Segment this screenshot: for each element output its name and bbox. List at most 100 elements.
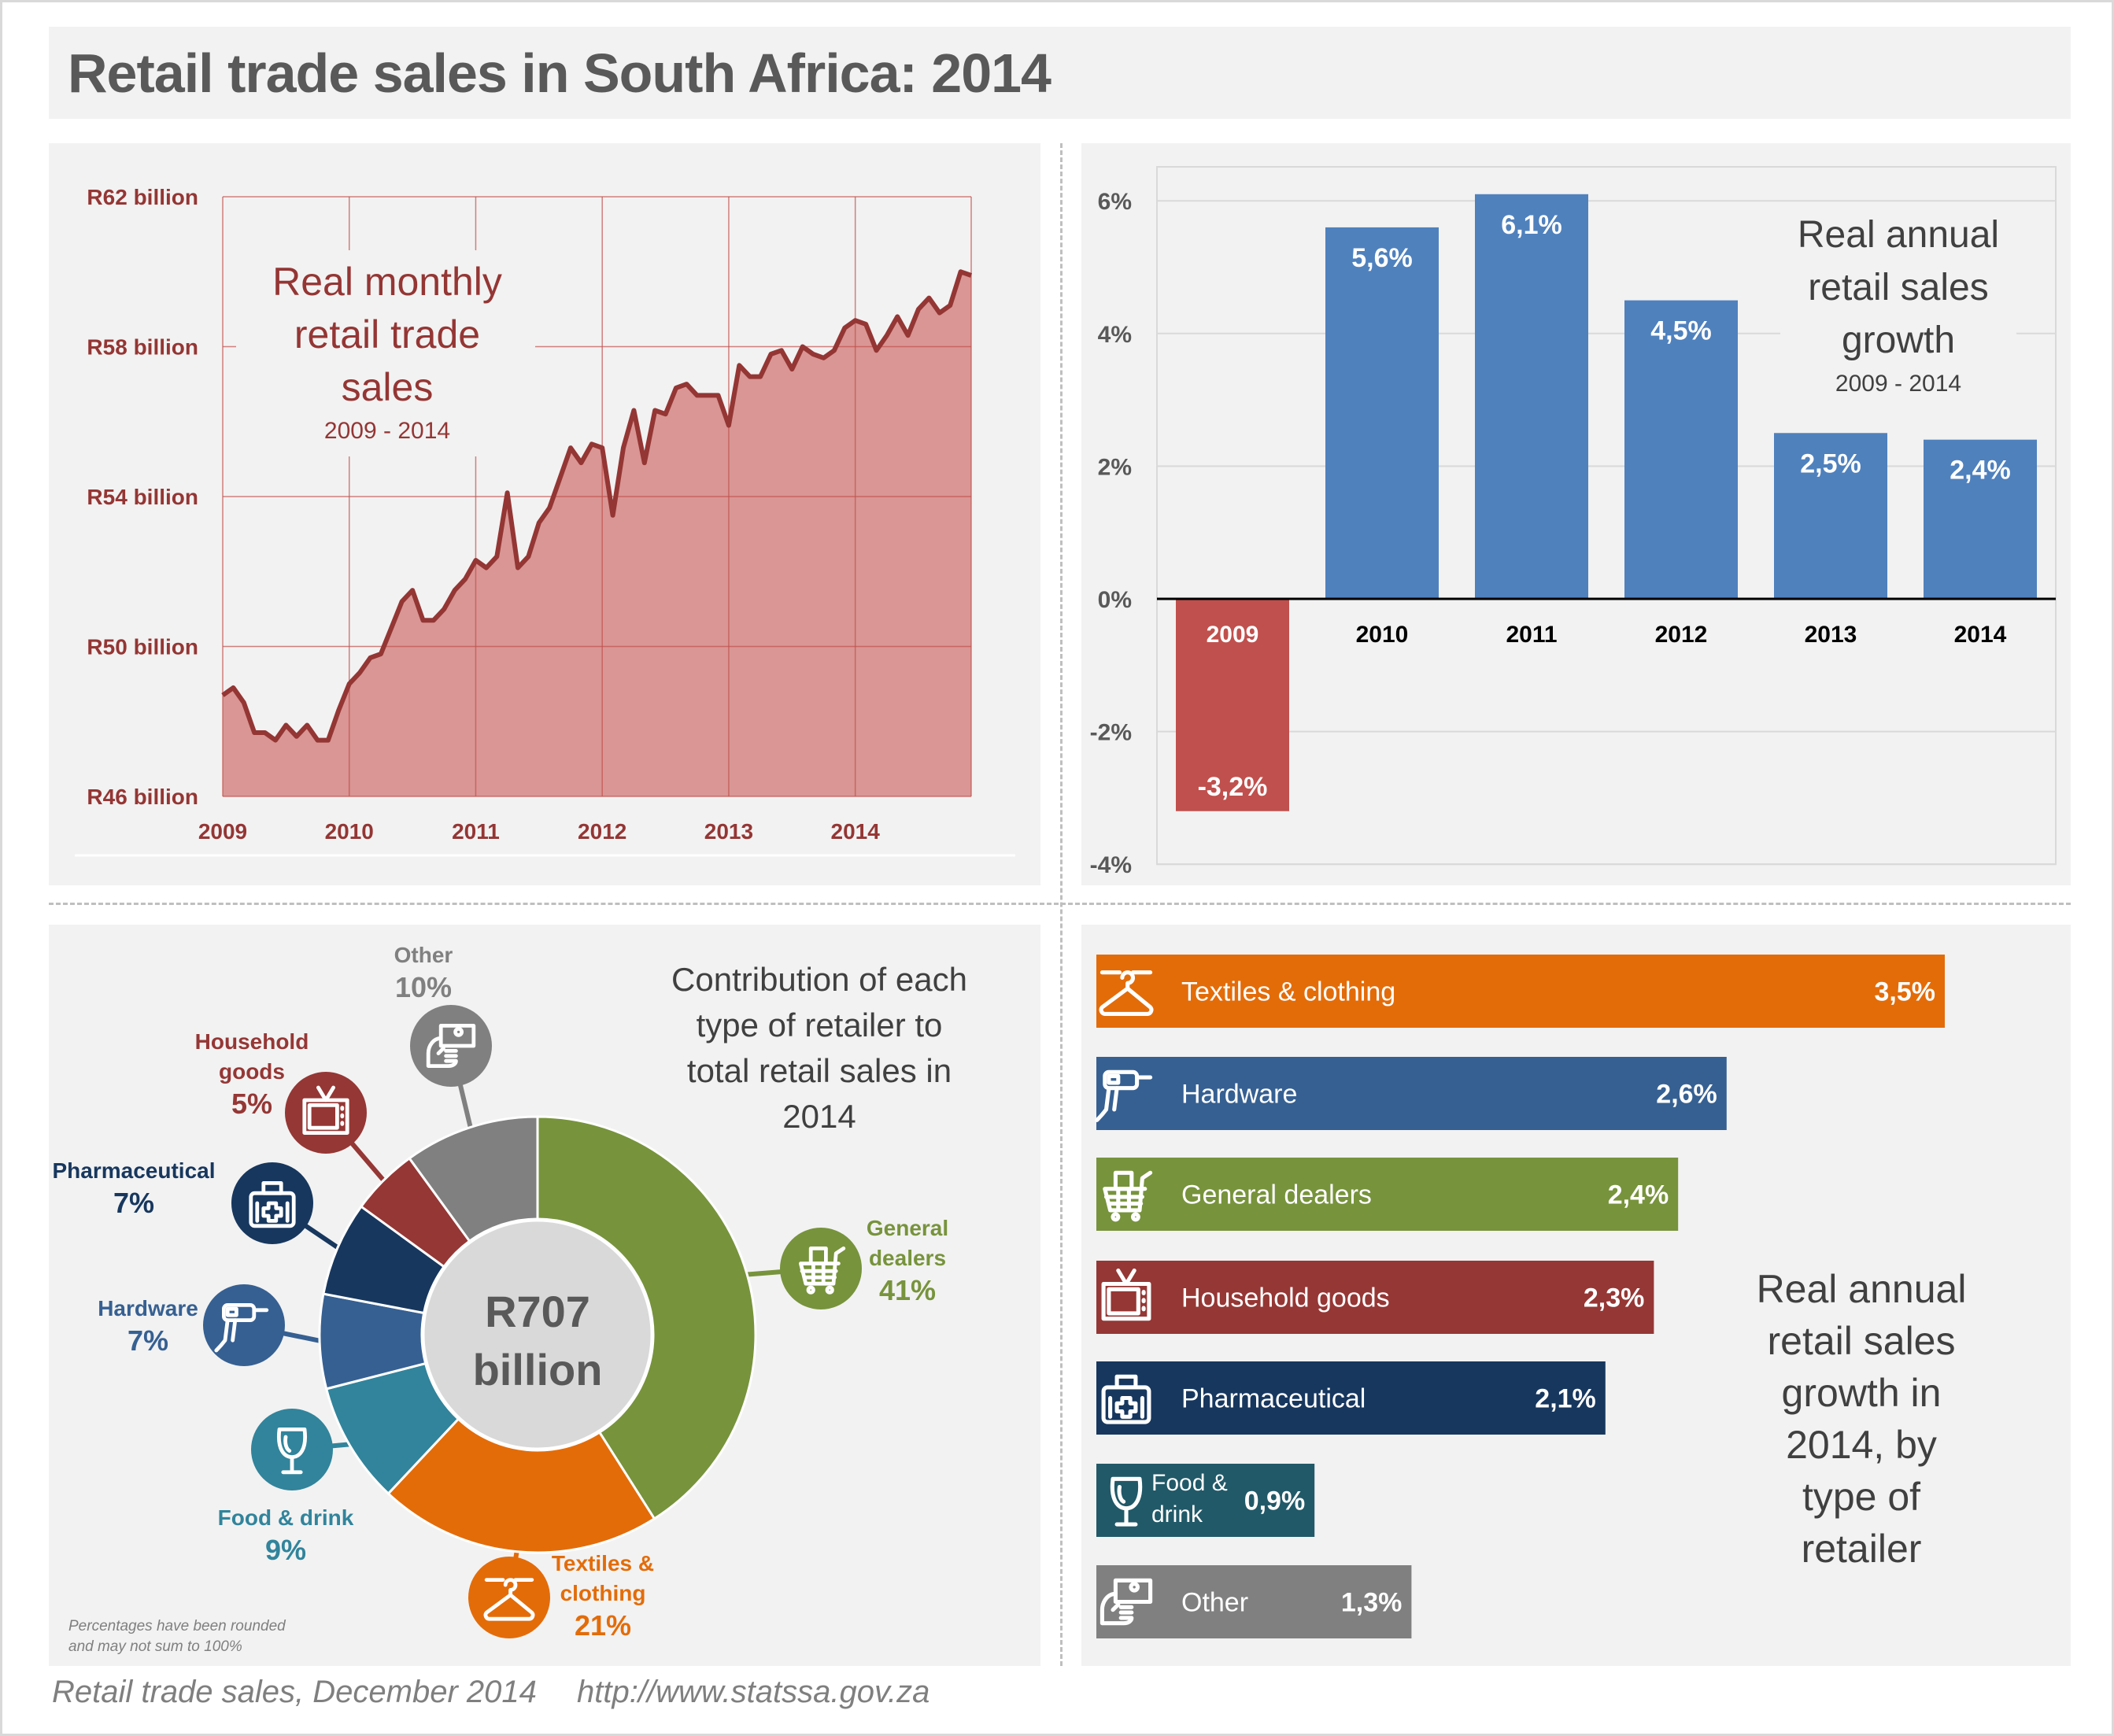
page-title: Retail trade sales in South Africa: 2014 <box>68 42 1051 104</box>
chart-title-line: growth <box>1842 319 1955 361</box>
bar <box>1325 227 1439 599</box>
kit-cross <box>255 1201 290 1223</box>
chart-title-line: type of retailer to <box>697 1007 943 1043</box>
footer-source: Retail trade sales, December 2014 <box>52 1675 537 1709</box>
x-tick-label: 2009 <box>1207 622 1259 648</box>
annual-growth-chart: -4% -2% 0% 2% 4% 6% -3,2% 2009 5,6% 2010 6,1% 2011 4… <box>1090 166 2057 878</box>
hbar-value-label: 2,3% <box>1584 1284 1645 1313</box>
shopping-cart-icon <box>798 1246 846 1295</box>
x-tick-label: 2014 <box>831 819 881 844</box>
x-tick-label: 2010 <box>1356 622 1409 648</box>
tv-screen <box>307 1103 339 1130</box>
hanger-icon <box>483 1578 535 1621</box>
y-tick-label: R50 billion <box>87 635 198 659</box>
sales-line <box>221 269 972 743</box>
hbar <box>1096 1057 1727 1130</box>
y-tick-label: 4% <box>1098 322 1132 348</box>
title-backdrop <box>236 250 535 456</box>
hbar <box>1096 1158 1679 1231</box>
hbar-value-label: 2,1% <box>1535 1384 1596 1414</box>
hanger-body <box>483 1578 535 1621</box>
wine-glass-icon <box>276 1427 308 1475</box>
bar <box>1774 433 1887 599</box>
glass-shape <box>1110 1476 1143 1527</box>
hbar-value-label: 0,9% <box>1244 1487 1306 1516</box>
horizontal-divider <box>49 903 2071 905</box>
chart-title-line: Real annual <box>1756 1267 1967 1311</box>
cart-wheel <box>825 1285 834 1295</box>
hbar <box>1096 1261 1654 1334</box>
chart-title-line: Real annual <box>1798 214 1999 256</box>
medical-kit-icon <box>249 1180 296 1228</box>
slice-label: dealers <box>869 1246 946 1270</box>
slice-label: goods <box>219 1059 285 1084</box>
y-tick-label: R62 billion <box>87 185 198 209</box>
hand <box>426 1036 458 1069</box>
bar-value-label: 2,5% <box>1800 449 1861 478</box>
cart-wheel <box>806 1285 815 1295</box>
tv-screen <box>1107 1287 1140 1316</box>
money-hand-icon <box>1100 1578 1153 1626</box>
hbar-category-label: Textiles & clothing <box>1181 977 1395 1007</box>
y-tick-label: 0% <box>1098 587 1132 613</box>
banknote-mark <box>453 1026 464 1037</box>
growth-by-type-title: Real annual retail sales growth in 2014, by… <box>1716 1263 2007 1575</box>
y-tick-label: 2% <box>1098 454 1132 480</box>
slice-percent: 41% <box>879 1274 936 1306</box>
y-tick-label: -4% <box>1090 852 1132 878</box>
cart-item <box>1113 1170 1134 1191</box>
wine-glass-icon <box>1110 1476 1143 1527</box>
rounding-note: and may not sum to 100% <box>68 1638 242 1655</box>
hand <box>1100 1591 1134 1626</box>
kit-handle <box>1114 1374 1138 1390</box>
tv-icon <box>1101 1268 1151 1321</box>
hbar-value-label: 2,4% <box>1608 1180 1669 1210</box>
footer: Retail trade sales, December 2014 http:/… <box>52 1675 961 1710</box>
donut-slice <box>408 1115 539 1243</box>
y-tick-label: -2% <box>1090 720 1132 746</box>
slice-label: Pharmaceutical <box>53 1158 216 1183</box>
bar-value-label: 5,6% <box>1351 243 1413 273</box>
title-backdrop <box>1780 206 2016 403</box>
x-tick-label: 2013 <box>1805 622 1857 648</box>
hbar-category-label: drink <box>1151 1501 1203 1527</box>
slice-label: Food & drink <box>218 1505 354 1530</box>
x-tick-label: 2011 <box>452 819 500 844</box>
contribution-chart: General dealers 41% Textiles & clothing 21% Fo… <box>53 943 967 1655</box>
slice-percent: 21% <box>575 1609 631 1642</box>
drill-body <box>1103 1069 1140 1091</box>
cart-wheel <box>1111 1212 1121 1222</box>
chart-subtitle: 2009 - 2014 <box>324 418 450 444</box>
chart-title-line: retail trade <box>294 312 480 356</box>
hbar-category-label: Hardware <box>1181 1080 1297 1110</box>
slice-percent: 5% <box>231 1088 272 1120</box>
hbar-category-label: Other <box>1181 1588 1248 1618</box>
chart-title-line: type of <box>1802 1475 1921 1519</box>
chart-title-line: retail sales <box>1767 1319 1956 1363</box>
donut-center <box>422 1219 653 1450</box>
center-value: R707 <box>485 1287 590 1336</box>
drill-icon <box>1095 1069 1153 1123</box>
drill-icon <box>214 1302 269 1353</box>
hbar-category-label: Household goods <box>1181 1284 1390 1313</box>
x-tick-label: 2009 <box>198 819 247 844</box>
hbar-category-label: Food & <box>1151 1470 1228 1496</box>
chart-title-line: retail sales <box>1808 267 1988 308</box>
hbar-category-label: General dealers <box>1181 1180 1372 1210</box>
hbar-value-label: 3,5% <box>1875 977 1936 1007</box>
x-tick-label: 2011 <box>1506 622 1557 648</box>
kit-cross <box>1108 1395 1144 1419</box>
drill-handle <box>1095 1075 1153 1123</box>
chart-title-line: retailer <box>1801 1527 1922 1571</box>
icon-badge <box>251 1409 333 1490</box>
slice-label: Hardware <box>98 1296 198 1320</box>
slice-percent: 7% <box>128 1324 168 1357</box>
chart-title-line: growth in <box>1781 1371 1942 1415</box>
bar-value-label: 2,4% <box>1950 456 2011 486</box>
x-tick-label: 2014 <box>1954 622 2007 648</box>
footer-url[interactable]: http://www.statssa.gov.za <box>577 1675 930 1709</box>
slice-label: Household <box>195 1029 309 1054</box>
drill-switch <box>225 1306 238 1317</box>
